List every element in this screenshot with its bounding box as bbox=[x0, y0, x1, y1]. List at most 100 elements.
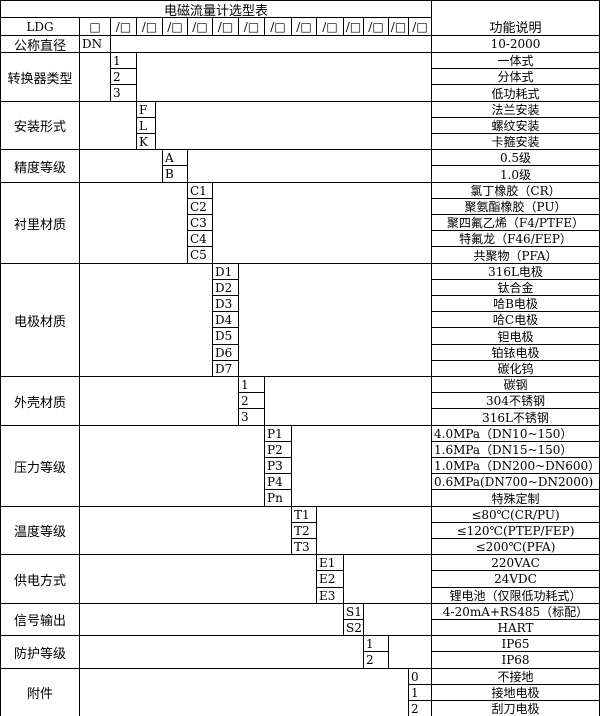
option-code: 3 bbox=[110, 84, 137, 102]
option-code: T2 bbox=[291, 522, 317, 539]
option-code: D2 bbox=[212, 279, 239, 296]
group-label: 精度等级 bbox=[0, 149, 80, 183]
option-code: D1 bbox=[212, 263, 239, 280]
table-title: 电磁流量计选型表 bbox=[0, 0, 432, 18]
option-code: C2 bbox=[187, 198, 213, 215]
option-description: 钛合金 bbox=[431, 279, 600, 296]
model-slot: /□ bbox=[363, 17, 389, 36]
option-description: 4-20mA+RS485（标配） bbox=[431, 603, 600, 620]
option-code: 2 bbox=[110, 68, 137, 85]
option-code: 3 bbox=[238, 408, 265, 426]
option-description: 一体式 bbox=[431, 52, 600, 69]
option-description: 0.6MPa(DN700~DN2000) bbox=[431, 473, 600, 490]
option-code: P4 bbox=[264, 473, 292, 490]
option-code: C1 bbox=[187, 182, 213, 199]
option-code: S2 bbox=[343, 619, 364, 636]
option-code: T1 bbox=[291, 506, 317, 523]
option-code: C5 bbox=[187, 246, 213, 264]
group-blank-area bbox=[79, 668, 432, 716]
group-label: 信号输出 bbox=[0, 603, 80, 636]
option-description: 铂铱电极 bbox=[431, 344, 600, 361]
model-slot: □ bbox=[79, 17, 111, 36]
model-slot: /□ bbox=[187, 17, 213, 36]
option-description: 哈B电极 bbox=[431, 295, 600, 312]
option-description: 卡箍安装 bbox=[431, 133, 600, 150]
group-label: 供电方式 bbox=[0, 554, 80, 604]
option-description: 316L电极 bbox=[431, 263, 600, 280]
option-description: 不接地 bbox=[431, 668, 600, 685]
option-description: 接地电极 bbox=[431, 684, 600, 701]
option-code: C4 bbox=[187, 230, 213, 247]
group-label: 附件 bbox=[0, 668, 80, 716]
option-code: D4 bbox=[212, 311, 239, 328]
option-description: 特氟龙（F46/FEP） bbox=[431, 230, 600, 247]
group-label: 电极材质 bbox=[0, 263, 80, 377]
option-description: 1.0级 bbox=[431, 165, 600, 183]
option-description: IP65 bbox=[431, 635, 600, 652]
option-description: 低功耗式 bbox=[431, 84, 600, 102]
option-code: D5 bbox=[212, 327, 239, 345]
option-code: E1 bbox=[316, 554, 344, 571]
model-slot: /□ bbox=[264, 17, 292, 36]
group-label: 安装形式 bbox=[0, 101, 80, 150]
option-description: 钽电极 bbox=[431, 327, 600, 345]
group-label: 防护等级 bbox=[0, 635, 80, 669]
option-description: 共聚物（PFA） bbox=[431, 246, 600, 264]
option-code: L bbox=[136, 117, 156, 134]
group-blank-area bbox=[79, 554, 432, 604]
option-code: Pn bbox=[264, 489, 292, 507]
model-slot: /□ bbox=[388, 17, 409, 36]
group-label: 转换器类型 bbox=[0, 52, 80, 102]
group-label: 温度等级 bbox=[0, 506, 80, 555]
model-slot: /□ bbox=[408, 17, 432, 36]
option-description: 316L不锈钢 bbox=[431, 408, 600, 426]
option-code: K bbox=[136, 133, 156, 150]
option-description: 特殊定制 bbox=[431, 489, 600, 507]
option-description: HART bbox=[431, 619, 600, 636]
option-code: A bbox=[162, 149, 188, 166]
option-code: D6 bbox=[212, 344, 239, 361]
option-code: D7 bbox=[212, 360, 239, 377]
option-description: 氯丁橡胶（CR） bbox=[431, 182, 600, 199]
option-code: 1 bbox=[110, 52, 137, 69]
option-code: 2 bbox=[363, 651, 389, 669]
option-description: 1.6MPa（DN15~150） bbox=[431, 441, 600, 458]
option-code: P3 bbox=[264, 457, 292, 474]
nominal-diameter-label: 公称直径 bbox=[0, 35, 80, 53]
group-blank-area bbox=[79, 182, 432, 264]
option-description: 1.0MPa（DN200~DN600） bbox=[431, 457, 600, 474]
option-code: C3 bbox=[187, 214, 213, 231]
option-description: 刮刀电极 bbox=[431, 700, 600, 716]
option-description: 哈C电极 bbox=[431, 311, 600, 328]
option-description: 法兰安装 bbox=[431, 101, 600, 118]
option-code: E3 bbox=[316, 587, 344, 604]
option-code: 1 bbox=[238, 376, 265, 393]
nominal-diameter-code: DN bbox=[79, 35, 111, 53]
option-code: F bbox=[136, 101, 156, 118]
option-code: 1 bbox=[408, 684, 432, 701]
option-description: ≤200℃(PFA) bbox=[431, 538, 600, 555]
model-slot: /□ bbox=[238, 17, 265, 36]
group-label: 衬里材质 bbox=[0, 182, 80, 264]
option-description: ≤80℃(CR/PU) bbox=[431, 506, 600, 523]
blank-cell bbox=[110, 35, 432, 53]
model-slot: /□ bbox=[110, 17, 137, 36]
option-code: 1 bbox=[363, 635, 389, 652]
option-code: P2 bbox=[264, 441, 292, 458]
option-code: T3 bbox=[291, 538, 317, 555]
option-description: IP68 bbox=[431, 651, 600, 669]
group-blank-area bbox=[79, 101, 432, 150]
option-description: 24VDC bbox=[431, 570, 600, 588]
model-slot: /□ bbox=[343, 17, 364, 36]
option-description: 304不锈钢 bbox=[431, 392, 600, 409]
option-description: ≤120℃(PTEP/FEP) bbox=[431, 522, 600, 539]
model-slot: /□ bbox=[212, 17, 239, 36]
group-blank-area bbox=[79, 263, 432, 377]
model-prefix: LDG bbox=[0, 17, 80, 36]
option-code: B bbox=[162, 165, 188, 183]
nominal-diameter-desc: 10-2000 bbox=[431, 35, 600, 53]
option-code: S1 bbox=[343, 603, 364, 620]
model-slot: /□ bbox=[316, 17, 344, 36]
option-code: E2 bbox=[316, 570, 344, 588]
model-slot: /□ bbox=[136, 17, 163, 36]
